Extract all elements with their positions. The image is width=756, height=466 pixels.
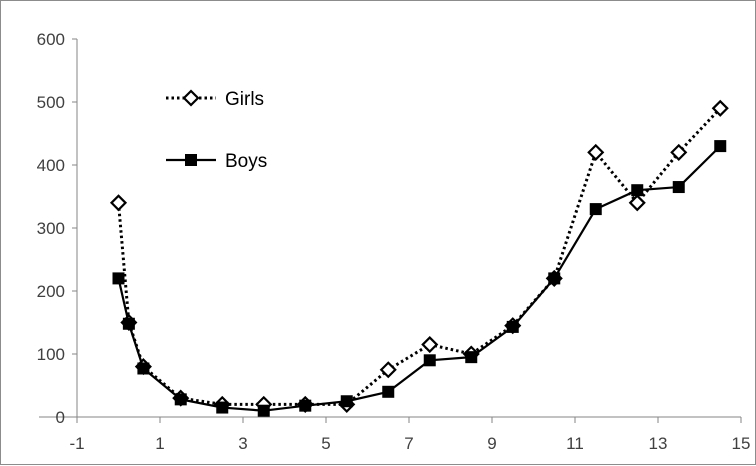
x-tick-label: 3 — [238, 434, 247, 453]
series-layer — [109, 99, 729, 417]
data-point-boys — [672, 181, 685, 194]
x-tick-label: 5 — [321, 434, 330, 453]
data-point-boys — [174, 393, 187, 406]
data-point-girls — [670, 143, 688, 161]
legend-label: Girls — [225, 89, 264, 110]
data-point-girls — [711, 99, 729, 117]
data-point-girls — [421, 335, 439, 354]
data-point-girls — [109, 194, 128, 212]
data-point-boys — [548, 272, 561, 285]
y-tick-label: 400 — [37, 156, 65, 175]
data-point-boys — [340, 395, 353, 408]
legend-label: Boys — [225, 151, 267, 172]
series-line-boys — [117, 145, 722, 412]
y-tick-label: 0 — [56, 408, 65, 427]
data-point-boys — [122, 317, 135, 330]
y-tick-label: 100 — [37, 345, 65, 364]
data-point-boys — [137, 362, 150, 375]
data-point-boys — [257, 404, 270, 417]
y-tick-label: 600 — [37, 30, 65, 49]
legend-marker-girls — [182, 89, 200, 107]
data-point-boys — [589, 203, 602, 216]
data-point-boys — [216, 401, 229, 414]
y-tick-label: 300 — [37, 219, 65, 238]
data-point-boys — [465, 351, 478, 364]
x-tick-label: -1 — [69, 434, 84, 453]
data-point-boys — [423, 354, 436, 367]
x-tick-label: 11 — [566, 434, 584, 453]
data-point-boys — [631, 184, 644, 197]
data-point-girls — [587, 143, 605, 161]
x-tick-label: 15 — [732, 434, 751, 453]
legend: Girls Boys — [166, 89, 267, 172]
data-point-boys — [382, 385, 395, 398]
data-point-girls — [628, 194, 646, 212]
x-tick-label: 13 — [649, 434, 668, 453]
series-girls — [109, 99, 729, 413]
data-point-boys — [112, 272, 125, 285]
y-tick-label: 200 — [37, 282, 65, 301]
x-tick-label: 9 — [487, 434, 496, 453]
y-tick-label: 500 — [37, 93, 65, 112]
data-point-boys — [506, 320, 519, 333]
x-tick-label: 1 — [155, 434, 164, 453]
data-point-boys — [714, 140, 727, 153]
series-boys — [112, 140, 727, 417]
x-tick-label: 7 — [404, 434, 413, 453]
legend-marker-boys — [185, 154, 197, 166]
data-point-boys — [299, 399, 312, 412]
series-line-girls — [117, 107, 722, 406]
data-point-girls — [379, 361, 397, 379]
